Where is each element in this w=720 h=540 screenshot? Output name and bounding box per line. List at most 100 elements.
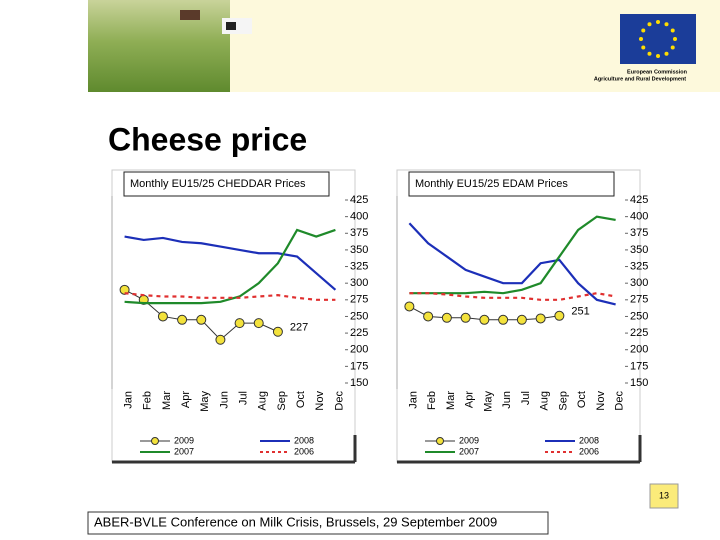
point [554, 310, 565, 321]
page-box [649, 483, 679, 509]
x-tick-label: Jan [407, 391, 419, 409]
page-number: 13 [659, 490, 669, 500]
y-tick-label: 175 [350, 360, 368, 372]
footer: ABER-BVLE Conference on Milk Crisis, Bru… [94, 514, 497, 529]
star [670, 45, 675, 50]
legend-label: 2006 [579, 446, 599, 456]
star [664, 51, 669, 56]
x-tick-label: Dec [333, 391, 345, 411]
x-tick-label: Nov [595, 391, 607, 411]
point [404, 301, 415, 312]
y-tick-label: 175 [630, 360, 648, 372]
legend-swatch [151, 437, 159, 445]
point [119, 284, 130, 295]
end-label: 227 [290, 322, 308, 334]
star [641, 28, 646, 33]
slide-title: Cheese price [108, 121, 307, 157]
y-tick-label: 200 [350, 344, 368, 356]
point [516, 314, 527, 325]
point [234, 318, 245, 329]
x-tick-label: Sep [557, 391, 569, 411]
legend-label: 2008 [579, 435, 599, 445]
x-tick-label: Nov [314, 391, 326, 411]
y-tick-label: 225 [350, 327, 368, 339]
y-tick-label: 200 [630, 344, 648, 356]
series-line [124, 235, 337, 291]
end-label: 251 [571, 306, 589, 318]
legend-label: 2007 [174, 446, 194, 456]
logo-line: European Commission [627, 69, 688, 75]
star [656, 54, 660, 58]
panel [396, 169, 641, 463]
y-tick-label: 275 [630, 294, 648, 306]
point [215, 334, 226, 345]
x-tick-label: May [199, 391, 211, 412]
y-tick-label: 300 [630, 277, 648, 289]
point [498, 314, 509, 325]
legend-label: 2006 [294, 446, 314, 456]
legend-swatch [436, 437, 444, 445]
point [177, 314, 188, 325]
point [157, 311, 168, 322]
chart-title: Monthly EU15/25 CHEDDAR Prices [130, 178, 306, 190]
footer-box [87, 511, 549, 535]
star [656, 20, 660, 24]
series-line [124, 228, 336, 305]
y-tick-label: 425 [630, 194, 648, 206]
legend-label: 2008 [294, 435, 314, 445]
point [460, 312, 471, 323]
x-tick-label: Sep [276, 391, 288, 411]
y-tick-label: 400 [630, 211, 648, 223]
y-tick-label: 375 [350, 227, 368, 239]
legend-label: 2007 [459, 446, 479, 456]
x-tick-label: Apr [180, 391, 192, 408]
star [664, 22, 669, 27]
x-tick-label: Dec [614, 391, 626, 411]
point [196, 314, 207, 325]
y-tick-label: 350 [630, 244, 648, 256]
x-tick-label: Jun [218, 391, 230, 409]
y-tick-label: 150 [350, 377, 368, 389]
panel [111, 169, 356, 463]
x-tick-label: Apr [464, 391, 476, 408]
x-tick-label: Aug [257, 391, 269, 411]
point [479, 314, 490, 325]
star [670, 28, 675, 33]
title-box [123, 171, 330, 197]
y-tick-label: 375 [630, 227, 648, 239]
x-tick-label: Mar [161, 391, 173, 410]
x-tick-label: Jul [237, 391, 249, 405]
point [272, 326, 283, 337]
y-tick-label: 350 [350, 244, 368, 256]
point [441, 312, 452, 323]
title-box [408, 171, 615, 197]
x-tick-label: Oct [295, 391, 307, 408]
point [253, 318, 264, 329]
legend-label: 2009 [459, 435, 479, 445]
star [647, 51, 652, 56]
y-tick-label: 300 [350, 277, 368, 289]
y-tick-label: 250 [630, 310, 648, 322]
x-tick-label: Oct [576, 391, 588, 408]
y-tick-label: 225 [630, 327, 648, 339]
x-tick-label: Mar [445, 391, 457, 410]
photo [88, 0, 230, 92]
y-tick-label: 325 [630, 260, 648, 272]
star [639, 37, 643, 41]
chart-title: Monthly EU15/25 EDAM Prices [415, 178, 568, 190]
series-line [409, 292, 616, 301]
y-tick-label: 400 [350, 211, 368, 223]
x-tick-label: Feb [426, 391, 438, 410]
point [535, 313, 546, 324]
eu-stars [639, 20, 677, 58]
x-tick-label: Aug [539, 391, 551, 411]
x-tick-label: Jun [501, 391, 513, 409]
x-tick-label: May [482, 391, 494, 412]
x-tick-label: Jul [520, 391, 532, 405]
series-line [409, 215, 616, 295]
y-tick-label: 150 [630, 377, 648, 389]
logo-line: Agriculture and Rural Development [594, 76, 686, 82]
x-tick-label: Jan [122, 391, 134, 409]
point [423, 311, 434, 322]
